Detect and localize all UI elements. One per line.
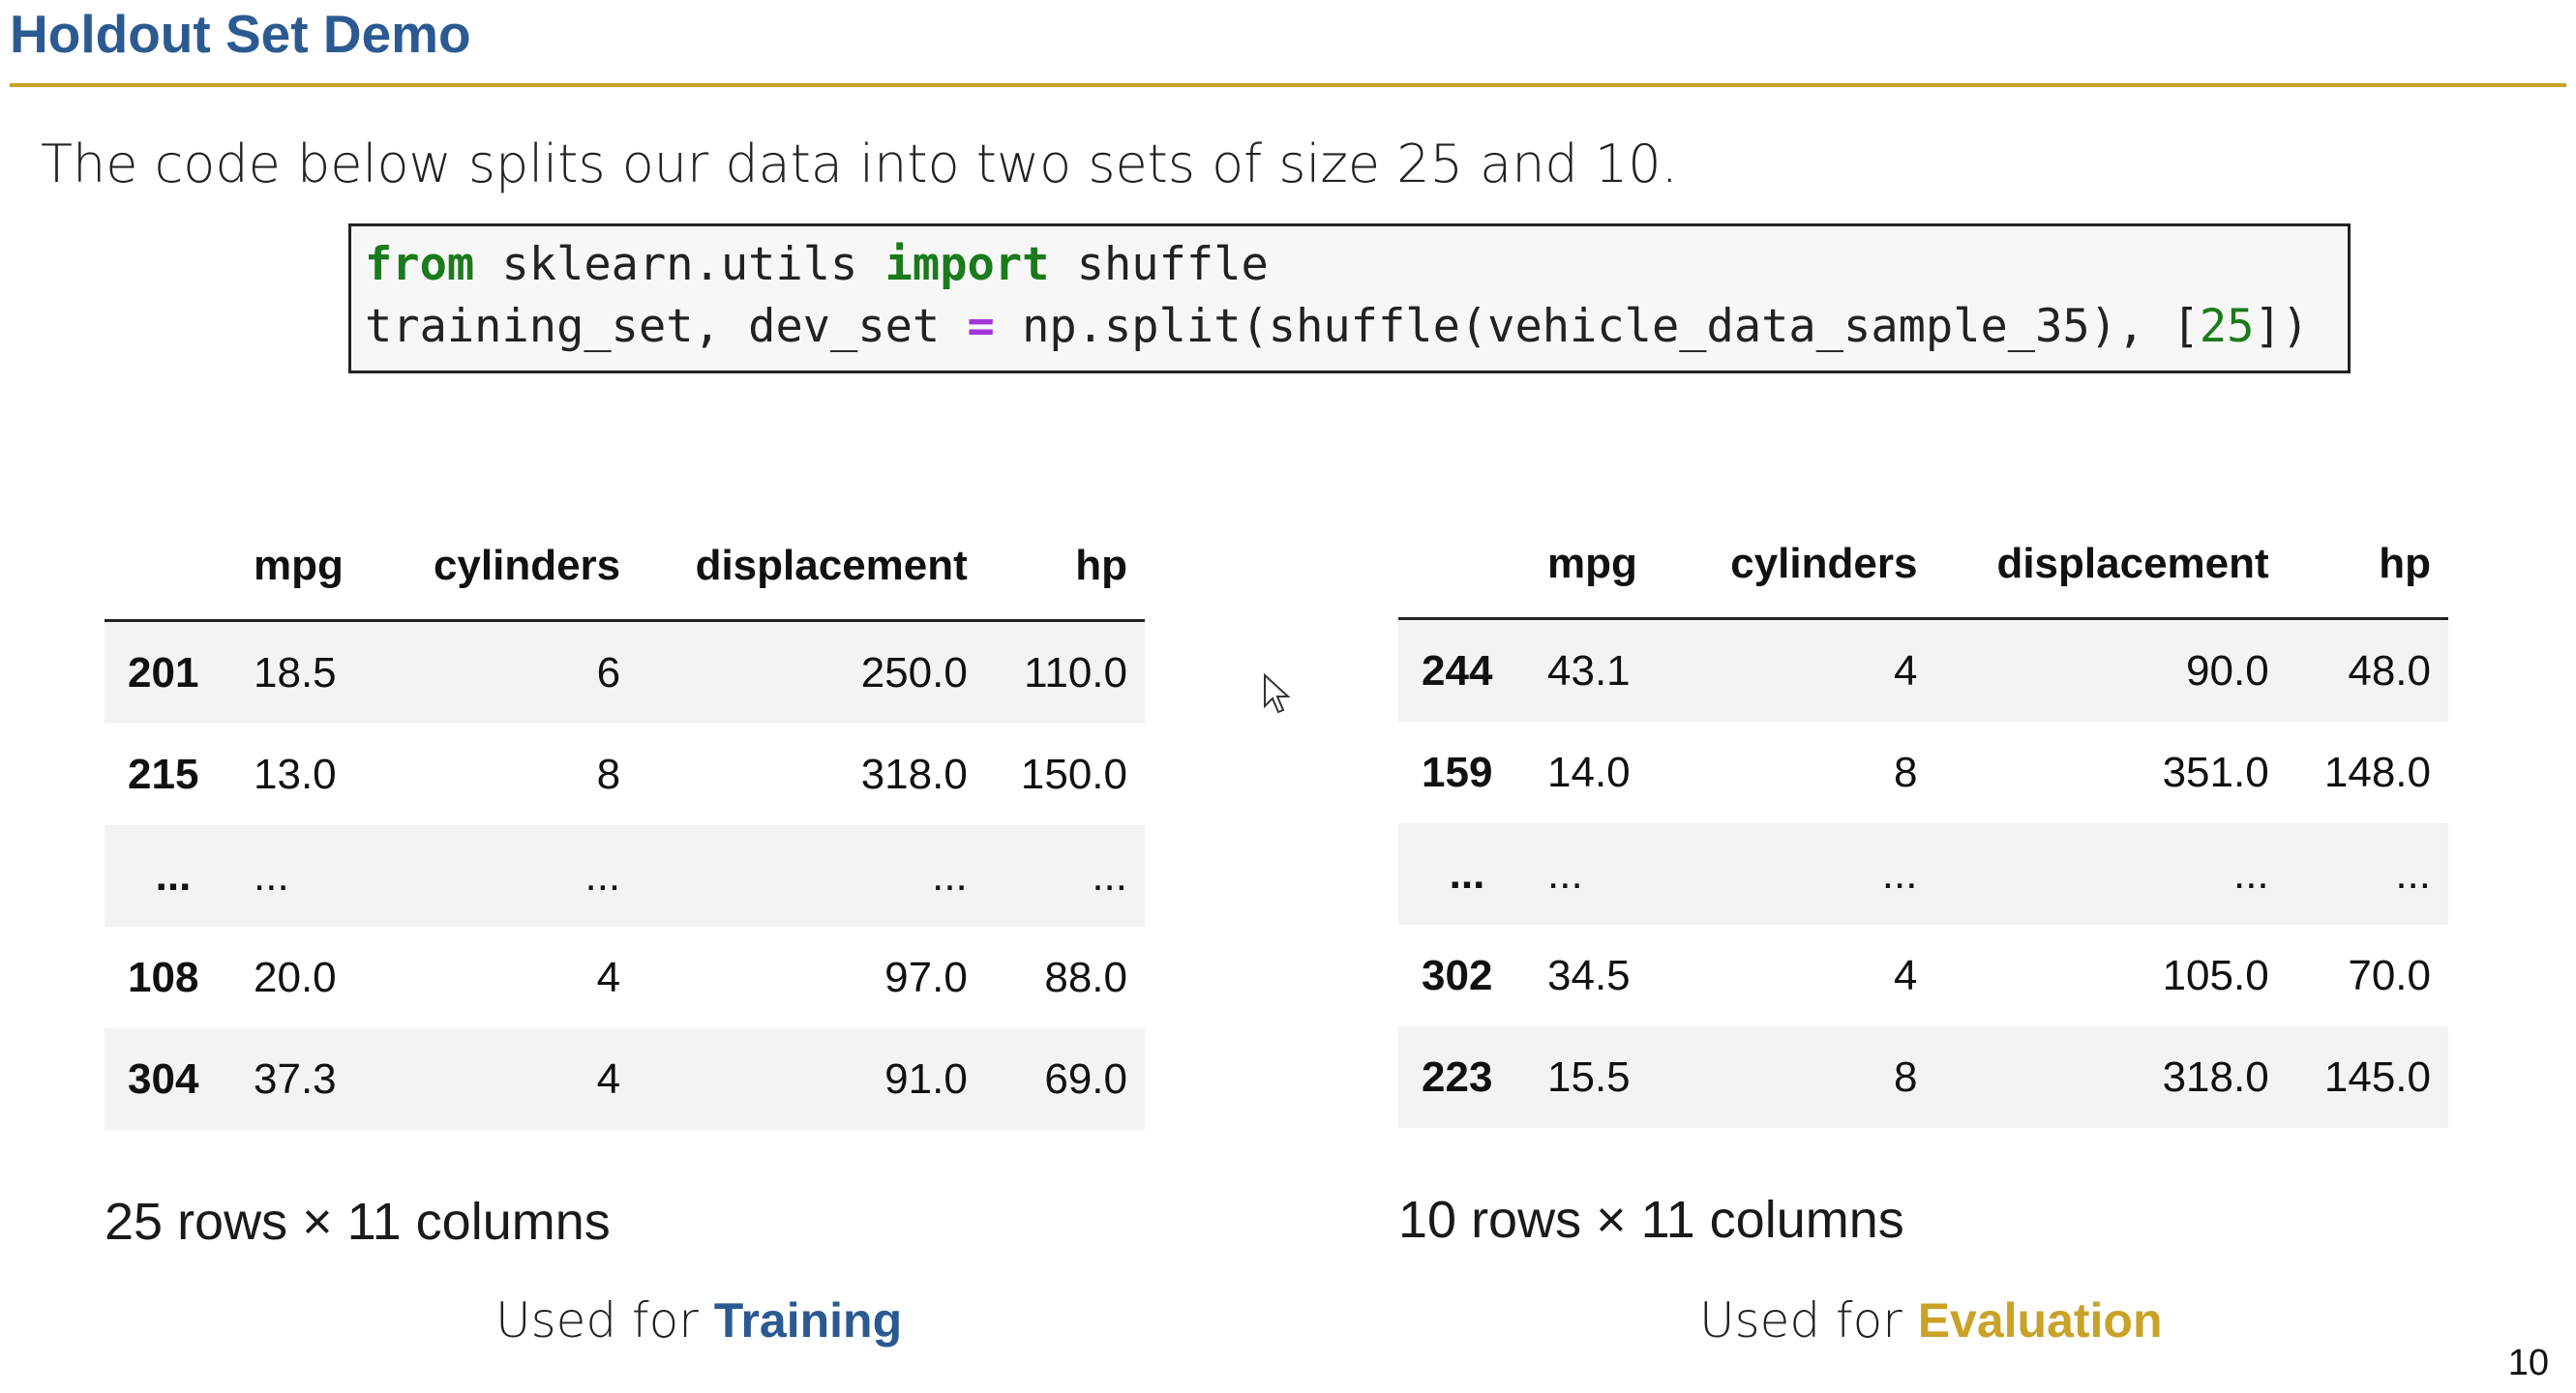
table-header-row: mpg cylinders displacement hp — [105, 513, 1145, 622]
column-header: hp — [984, 513, 1145, 622]
table-cell: 318.0 — [860, 750, 968, 798]
table-row: 159 14.0 8 351.0 148.0 — [1398, 722, 2448, 823]
table-cell: ... — [1934, 823, 2287, 925]
training-caption: Used for Training — [495, 1292, 902, 1349]
table-cell: 43.1 — [1530, 618, 1681, 722]
column-header: displacement — [1934, 511, 2287, 620]
caption-training-word: Training — [713, 1293, 903, 1348]
code-block: from sklearn.utils import shuffle traini… — [348, 223, 2351, 373]
caption-prefix: Used for — [1699, 1292, 1918, 1349]
code-text: shuffle — [1049, 238, 1269, 291]
code-text: sklearn.utils — [474, 238, 885, 291]
table-cell: 110.0 — [984, 620, 1145, 724]
column-header: cylinders — [387, 513, 639, 622]
table-cell: 97.0 — [884, 953, 968, 1001]
table-cell: 250.0 — [638, 620, 985, 724]
table-cell: 13.0 — [254, 750, 337, 798]
table-cell: 8 — [1893, 748, 1918, 796]
table-cell: ... — [2286, 823, 2448, 925]
table-cell: 105.0 — [2162, 951, 2269, 999]
table-cell: 4 — [387, 1028, 639, 1130]
row-index: 215 — [128, 750, 199, 798]
table-header-row: mpg cylinders displacement hp — [1398, 511, 2448, 620]
column-header: cylinders — [1681, 511, 1935, 620]
row-index: ... — [105, 825, 236, 927]
row-index: ... — [1398, 823, 1530, 925]
column-header: mpg — [236, 513, 387, 622]
table-cell: ... — [638, 825, 985, 927]
table-row: ............... — [105, 825, 1145, 927]
row-index: 244 — [1398, 618, 1530, 722]
table-row: 223 15.5 8 318.0 145.0 — [1398, 1026, 2448, 1128]
table-cell: 4 — [596, 953, 621, 1001]
table-cell: 150.0 — [1020, 750, 1127, 798]
table-cell: 14.0 — [1547, 748, 1631, 796]
table-cell: 8 — [1681, 1026, 1935, 1128]
mouse-cursor-icon — [1264, 673, 1291, 714]
evaluation-shape: 10 rows × 11 columns — [1398, 1191, 1904, 1249]
table-row: ............... — [1398, 823, 2448, 925]
table-cell: 37.3 — [236, 1028, 387, 1130]
code-keyword-from: from — [365, 238, 475, 291]
index-header — [1398, 511, 1530, 620]
page-number: 10 — [2507, 1343, 2549, 1383]
table-cell: ... — [1681, 823, 1935, 925]
evaluation-table: mpg cylinders displacement hp 244 43.1 4 90… — [1398, 511, 2448, 1128]
code-text: ]) — [2254, 300, 2310, 353]
table-cell: 148.0 — [2323, 748, 2431, 796]
table-row: 244 43.1 4 90.0 48.0 — [1398, 618, 2448, 722]
table-row: 108 20.0 4 97.0 88.0 — [105, 927, 1145, 1028]
column-header: mpg — [1530, 511, 1681, 620]
code-operator: = — [967, 300, 995, 353]
table-cell: 70.0 — [2348, 951, 2431, 999]
table-cell: 18.5 — [236, 620, 387, 724]
code-text: training_set, dev_set — [365, 300, 968, 353]
table-cell: 48.0 — [2286, 618, 2448, 722]
table-cell: 88.0 — [1044, 953, 1127, 1001]
slide-title: Holdout Set Demo — [10, 4, 471, 64]
table-cell: 4 — [1681, 618, 1935, 722]
column-header: hp — [2286, 511, 2448, 620]
table-cell: 4 — [1893, 951, 1918, 999]
intro-text: The code below splits our data into two … — [41, 133, 1678, 194]
row-index: 159 — [1422, 748, 1493, 796]
training-shape: 25 rows × 11 columns — [105, 1193, 611, 1251]
row-index: 304 — [105, 1028, 236, 1130]
row-index: 201 — [105, 620, 236, 724]
table-cell: ... — [1530, 823, 1681, 925]
table-cell: 91.0 — [638, 1028, 985, 1130]
column-header: displacement — [638, 513, 985, 622]
table-cell: 69.0 — [984, 1028, 1145, 1130]
table-cell: 318.0 — [1934, 1026, 2287, 1128]
code-text: np.split(shuffle(vehicle_data_sample_35)… — [994, 300, 2200, 353]
table-cell: 34.5 — [1547, 951, 1631, 999]
row-index: 302 — [1422, 951, 1493, 999]
table-row: 304 37.3 4 91.0 69.0 — [105, 1028, 1145, 1130]
table-cell: 90.0 — [1934, 618, 2287, 722]
table-cell: 6 — [387, 620, 639, 724]
index-header — [105, 513, 236, 622]
row-index: 108 — [128, 953, 199, 1001]
evaluation-caption: Used for Evaluation — [1699, 1292, 2163, 1349]
training-table: mpg cylinders displacement hp 201 18.5 6 25… — [105, 513, 1145, 1130]
table-row: 201 18.5 6 250.0 110.0 — [105, 620, 1145, 724]
table-cell: 15.5 — [1530, 1026, 1681, 1128]
table-cell: ... — [984, 825, 1145, 927]
code-number: 25 — [2199, 300, 2255, 353]
table-cell: ... — [236, 825, 387, 927]
table-cell: 351.0 — [2162, 748, 2269, 796]
row-index: 223 — [1398, 1026, 1530, 1128]
table-cell: 20.0 — [254, 953, 337, 1001]
table-cell: ... — [387, 825, 639, 927]
table-row: 215 13.0 8 318.0 150.0 — [105, 724, 1145, 825]
caption-evaluation-word: Evaluation — [1917, 1293, 2163, 1348]
title-divider — [10, 83, 2566, 87]
table-cell: 145.0 — [2286, 1026, 2448, 1128]
caption-prefix: Used for — [495, 1292, 714, 1349]
table-cell: 8 — [596, 750, 621, 798]
code-keyword-import: import — [884, 238, 1050, 291]
table-row: 302 34.5 4 105.0 70.0 — [1398, 925, 2448, 1026]
